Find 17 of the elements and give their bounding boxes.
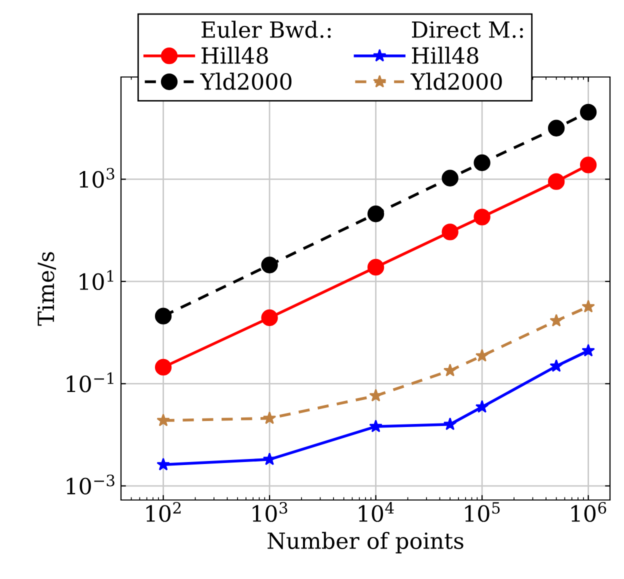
legend-label: Hill48 (412, 46, 478, 64)
text: Direct M.: (412, 21, 523, 38)
text: Euler Bwd.: (202, 20, 331, 38)
legend-label: Yld2000 (410, 72, 502, 90)
legend-label: Yld2000 (200, 72, 292, 90)
x-tick-label: 10$^{6}$ (571, 502, 606, 522)
x-tick-label: 10$^{2}$ (146, 502, 181, 522)
y-tick-label: 10$^{−3}$ (66, 474, 114, 495)
x-tick-label: 10$^{3}$ (252, 502, 288, 522)
x-tick-label: 10$^{4}$ (358, 502, 394, 522)
x-axis-title: Number of points (268, 532, 464, 554)
y-axis-title: Time/s (38, 252, 56, 326)
y-tick-label: 10$^{3}$ (80, 168, 114, 188)
y-tick-label: 10$^{1}$ (80, 270, 114, 290)
x-tick-label: 10$^{5}$ (465, 502, 500, 522)
legend-label: Hill48 (202, 46, 268, 64)
y-tick-label: 10$^{−1}$ (66, 372, 114, 392)
